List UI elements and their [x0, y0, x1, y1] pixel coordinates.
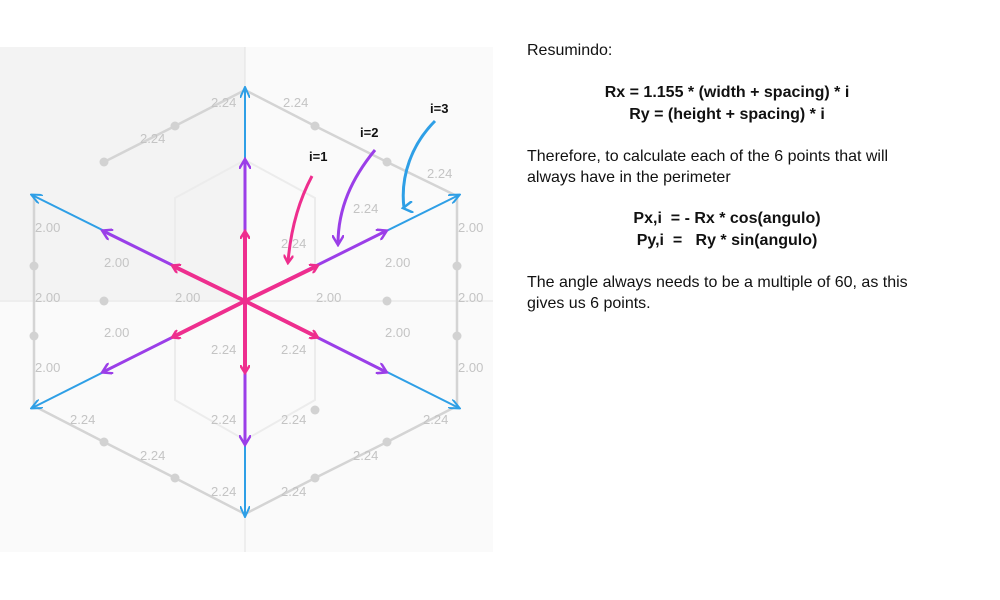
- dim-label: 2.24: [211, 342, 236, 357]
- dim-label: 2.00: [316, 290, 341, 305]
- dim-label: 2.24: [70, 412, 95, 427]
- label-i3: i=3: [430, 101, 448, 116]
- dim-label: 2.24: [283, 95, 308, 110]
- callout-arrow-i3: [403, 119, 437, 208]
- paragraph-line: gives us 6 points.: [527, 295, 651, 312]
- dim-label: 2.24: [211, 412, 236, 427]
- paragraph-line: always have in the perimeter: [527, 169, 731, 186]
- label-i1: i=1: [309, 149, 327, 164]
- hexagon-diagram: 2.24 2.24 2.24 2.24 2.24 2.24 2.24 2.24 …: [0, 47, 493, 552]
- dim-label: 2.24: [281, 412, 306, 427]
- dim-label: 2.24: [423, 412, 448, 427]
- paragraph-line: The angle always needs to be a multiple …: [527, 274, 908, 291]
- rays-i1: [173, 232, 317, 372]
- dim-label: 2.00: [104, 255, 129, 270]
- dim-label: 2.00: [35, 220, 60, 235]
- dimension-labels: 2.24 2.24 2.24 2.24 2.24 2.24 2.24 2.24 …: [35, 95, 483, 499]
- dim-label: 2.00: [385, 255, 410, 270]
- formula-py: Py,i = Ry * sin(angulo): [636, 232, 818, 249]
- dim-label: 2.00: [104, 325, 129, 340]
- ray-i1-upleft: [173, 266, 246, 303]
- ray-i1-upright: [244, 266, 317, 303]
- dim-label: 2.24: [281, 342, 306, 357]
- dim-label: 2.24: [281, 236, 306, 251]
- dim-label: 2.24: [281, 484, 306, 499]
- paragraph-line: Therefore, to calculate each of the 6 po…: [527, 148, 889, 165]
- formula-ry: Ry = (height + spacing) * i: [629, 106, 825, 123]
- explanation-heading: Resumindo:: [527, 42, 613, 59]
- dim-label: 2.00: [458, 220, 483, 235]
- formula-px: Px,i = - Rx * cos(angulo): [633, 210, 821, 227]
- dim-label: 2.24: [353, 201, 378, 216]
- dim-label: 2.00: [385, 325, 410, 340]
- ray-i1-downright: [244, 299, 317, 337]
- dim-label: 2.24: [211, 95, 236, 110]
- hexagon-nodes: [29, 121, 462, 483]
- dim-label: 2.24: [427, 166, 452, 181]
- callout-arrow-i2: [338, 149, 377, 244]
- dim-label: 2.00: [35, 290, 60, 305]
- dim-label: 2.24: [353, 448, 378, 463]
- callout-arrow-i1: [288, 175, 314, 262]
- dim-label: 2.24: [211, 484, 236, 499]
- dim-label: 2.00: [35, 360, 60, 375]
- dim-label: 2.00: [458, 290, 483, 305]
- outer-hexagon: [32, 88, 459, 516]
- dim-label: 2.24: [140, 448, 165, 463]
- canvas-quadrant: [0, 47, 245, 300]
- formula-rx: Rx = 1.155 * (width + spacing) * i: [604, 84, 850, 101]
- dim-label: 2.00: [458, 360, 483, 375]
- dim-label: 2.00: [175, 290, 200, 305]
- dim-label: 2.24: [140, 131, 165, 146]
- ray-i1-downleft: [173, 299, 246, 337]
- label-i2: i=2: [360, 125, 378, 140]
